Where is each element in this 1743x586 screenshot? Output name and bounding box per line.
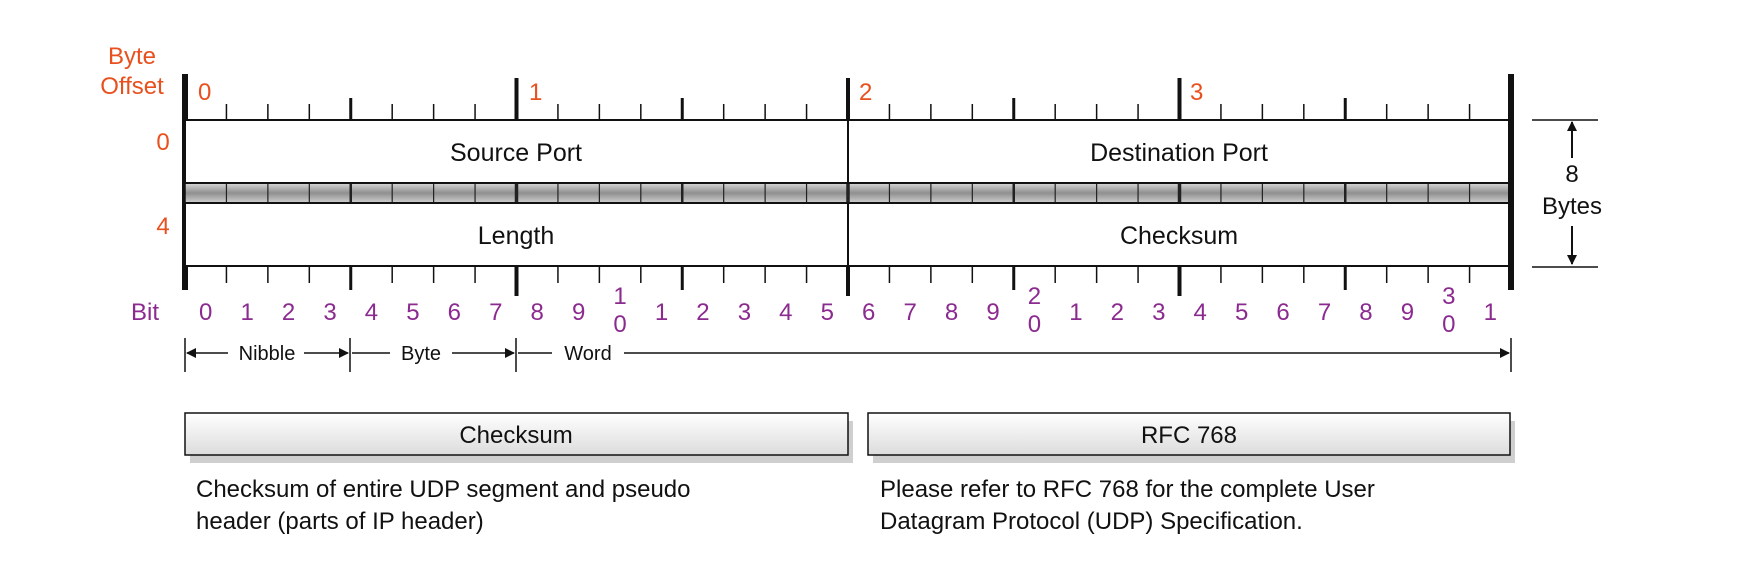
- bit-number: 6: [448, 299, 461, 326]
- bit-number-tens: 3: [1442, 283, 1455, 310]
- bit-number: 2: [696, 299, 709, 326]
- bit-number: 6: [1276, 299, 1289, 326]
- row-offset-4: 4: [156, 213, 169, 240]
- bit-number: 5: [821, 299, 834, 326]
- bit-number: 9: [1401, 299, 1414, 326]
- note-box-rfc: RFC 768: [867, 412, 1515, 463]
- note-text-checksum: Checksum of entire UDP segment and pseud…: [196, 476, 691, 535]
- field-source-port: Source Port: [450, 139, 582, 167]
- scale-row: Nibble Byte Word: [184, 338, 1512, 372]
- byte-marker-3: 3: [1190, 79, 1203, 106]
- size-indicator: 8 Bytes: [1532, 119, 1602, 268]
- note-title-checksum: Checksum: [459, 422, 572, 449]
- bottom-ruler: [225, 74, 1514, 296]
- bit-number: 4: [1194, 299, 1207, 326]
- bit-number: 8: [531, 299, 544, 326]
- bit-number: 1: [1069, 299, 1082, 326]
- bit-number: 5: [1235, 299, 1248, 326]
- bit-number: 7: [1318, 299, 1331, 326]
- field-length: Length: [478, 222, 554, 250]
- bit-number: 3: [738, 299, 751, 326]
- bit-number: 3: [323, 299, 336, 326]
- row-offset-0: 0: [156, 129, 169, 156]
- field-checksum: Checksum: [1120, 222, 1238, 250]
- scale-nibble-label: Nibble: [239, 343, 296, 365]
- bit-number-tens: 2: [1028, 283, 1041, 310]
- bit-number: 1: [240, 299, 253, 326]
- bit-row-label: Bit: [131, 299, 159, 326]
- field-box-checksum: [847, 202, 1512, 267]
- byte-offset-label-line1: Byte: [108, 43, 156, 70]
- scale-word-label: Word: [564, 343, 611, 365]
- bit-number: 8: [945, 299, 958, 326]
- bit-number: 0: [199, 299, 212, 326]
- bit-number: 2: [282, 299, 295, 326]
- row-separator-band: [184, 182, 1512, 204]
- field-destination-port: Destination Port: [1090, 139, 1268, 167]
- bit-number: 6: [862, 299, 875, 326]
- bit-numbers: 0 1 2 3 4 5 6 7 8 910 1 2 3 4 5 6 7 8 920 1 2 3 4 5 6 7 8 930 1: [199, 283, 1497, 338]
- bit-number-ones: 0: [1442, 311, 1455, 338]
- bit-number: 5: [406, 299, 419, 326]
- bit-number: 4: [365, 299, 378, 326]
- bit-number: 3: [1152, 299, 1165, 326]
- bit-number: 8: [1359, 299, 1372, 326]
- size-value: 8: [1565, 161, 1578, 188]
- byte-marker-1: 1: [529, 79, 542, 106]
- bit-number: 7: [489, 299, 502, 326]
- scale-byte-label: Byte: [401, 343, 441, 365]
- note-title-rfc: RFC 768: [1141, 422, 1237, 449]
- bit-number: 2: [1111, 299, 1124, 326]
- note-box-checksum: Checksum: [184, 412, 853, 463]
- bit-number: 9: [986, 299, 999, 326]
- bit-number-ones: 0: [613, 311, 626, 338]
- bit-number: 4: [779, 299, 792, 326]
- bit-number: 1: [1484, 299, 1497, 326]
- bit-number: 9: [572, 299, 585, 326]
- bit-number-tens: 1: [613, 283, 626, 310]
- byte-marker-2: 2: [859, 79, 872, 106]
- field-box-source-port: [184, 119, 849, 184]
- field-box-length: [184, 202, 849, 267]
- byte-offset-label-line2: Offset: [100, 73, 164, 100]
- bit-number: 1: [655, 299, 668, 326]
- byte-marker-0: 0: [198, 79, 211, 106]
- size-unit: Bytes: [1542, 193, 1602, 220]
- note-text-rfc: Please refer to RFC 768 for the complete…: [880, 476, 1375, 535]
- field-box-destination-port: [847, 119, 1512, 184]
- bit-number-ones: 0: [1028, 311, 1041, 338]
- bit-number: 7: [903, 299, 916, 326]
